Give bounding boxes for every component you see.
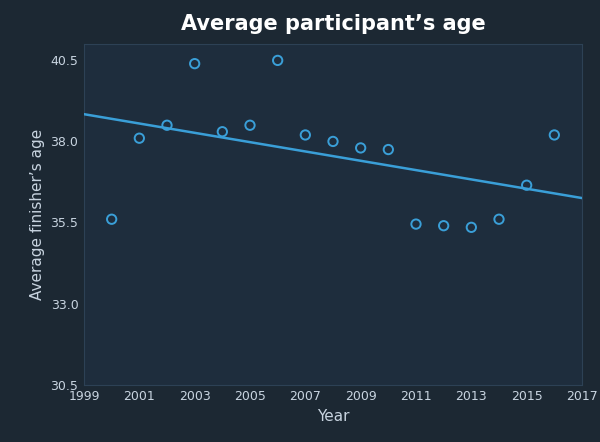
Point (245, 122, 255, 129)
Point (411, 221, 421, 228)
Point (439, 222, 448, 229)
Point (550, 131, 559, 138)
Point (134, 135, 144, 142)
X-axis label: Year: Year (317, 409, 349, 423)
Point (301, 131, 310, 138)
Point (356, 145, 365, 152)
Title: Average participant’s age: Average participant’s age (181, 14, 485, 34)
Point (190, 60, 199, 67)
Point (494, 216, 504, 223)
Point (328, 138, 338, 145)
Point (107, 216, 116, 223)
Point (218, 128, 227, 135)
Y-axis label: Average finisher’s age: Average finisher’s age (30, 129, 45, 300)
Point (522, 182, 532, 189)
Point (467, 224, 476, 231)
Point (383, 146, 393, 153)
Point (162, 122, 172, 129)
Point (273, 57, 283, 64)
